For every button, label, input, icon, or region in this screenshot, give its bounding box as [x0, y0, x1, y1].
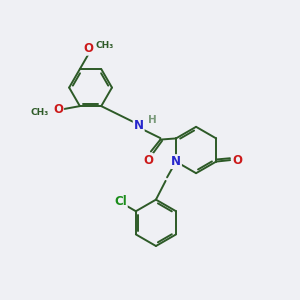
Text: O: O: [53, 103, 63, 116]
Text: O: O: [232, 154, 242, 166]
Text: H: H: [148, 115, 157, 125]
Text: N: N: [134, 119, 144, 132]
Text: CH₃: CH₃: [95, 41, 114, 50]
Text: Cl: Cl: [114, 195, 127, 208]
Text: O: O: [143, 154, 153, 167]
Text: CH₃: CH₃: [30, 108, 49, 117]
Text: N: N: [171, 155, 181, 168]
Text: O: O: [84, 42, 94, 55]
